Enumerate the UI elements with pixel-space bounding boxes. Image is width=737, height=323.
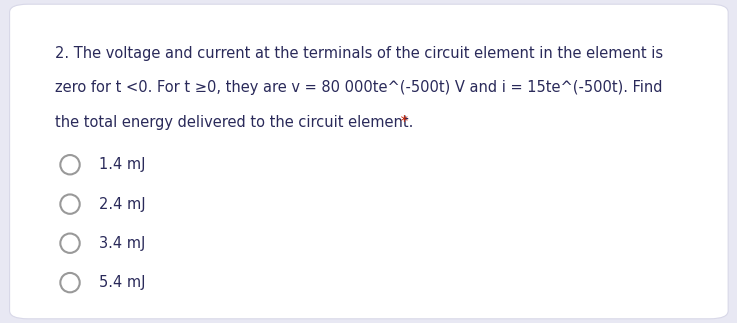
Text: 3.4 mJ: 3.4 mJ bbox=[99, 236, 146, 251]
Text: 5.4 mJ: 5.4 mJ bbox=[99, 275, 146, 290]
Text: 2. The voltage and current at the terminals of the circuit element in the elemen: 2. The voltage and current at the termin… bbox=[55, 46, 663, 61]
Text: the total energy delivered to the circuit element.: the total energy delivered to the circui… bbox=[55, 115, 413, 130]
FancyBboxPatch shape bbox=[10, 4, 728, 319]
Text: 1.4 mJ: 1.4 mJ bbox=[99, 157, 146, 172]
Text: *: * bbox=[396, 115, 408, 130]
Text: 2.4 mJ: 2.4 mJ bbox=[99, 197, 146, 212]
Text: zero for t <0. For t ≥0, they are v = 80 000te^(-500t) V and i = 15te^(-500t). F: zero for t <0. For t ≥0, they are v = 80… bbox=[55, 80, 663, 95]
